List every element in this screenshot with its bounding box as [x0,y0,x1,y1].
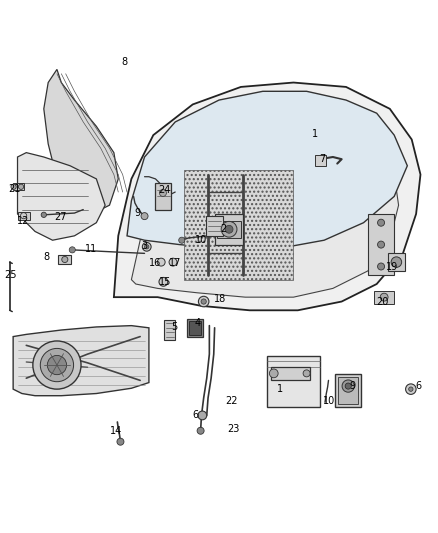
Bar [388,253,405,271]
Text: 4: 4 [195,318,201,328]
Text: 1: 1 [312,129,318,139]
Circle shape [303,370,310,377]
Circle shape [345,383,351,389]
Circle shape [159,278,168,286]
Bar [164,320,175,340]
Text: 19: 19 [386,262,398,271]
Circle shape [69,247,75,253]
Circle shape [342,380,354,392]
Text: 15: 15 [159,277,172,287]
Polygon shape [267,356,320,407]
Text: 10: 10 [323,397,336,406]
Text: 6: 6 [193,410,199,421]
Text: 6: 6 [415,381,421,391]
Circle shape [225,225,233,233]
Text: 20: 20 [376,296,389,306]
Circle shape [11,184,16,189]
Text: 27: 27 [54,213,67,222]
Polygon shape [114,83,420,310]
Bar [189,321,201,335]
Text: 8: 8 [122,57,128,67]
Bar [215,214,243,245]
Circle shape [198,296,209,307]
Polygon shape [127,91,407,249]
Circle shape [41,212,46,217]
Bar [338,377,358,403]
Polygon shape [44,69,118,214]
Circle shape [406,384,416,394]
Circle shape [117,438,124,445]
Text: 3: 3 [141,241,148,251]
Circle shape [201,299,206,304]
Bar [18,212,30,220]
Bar [335,374,361,407]
Circle shape [169,258,177,266]
Bar [58,255,71,264]
Text: 2: 2 [220,224,226,235]
Circle shape [409,387,413,391]
Circle shape [18,184,24,189]
Circle shape [198,411,207,420]
Circle shape [179,237,185,243]
Text: 12: 12 [17,215,29,225]
Circle shape [159,189,166,197]
Bar [155,183,171,209]
Text: 18: 18 [214,294,226,304]
Circle shape [33,341,81,389]
Polygon shape [13,326,149,395]
Text: 21: 21 [8,184,21,194]
Circle shape [221,221,237,237]
Circle shape [145,245,149,249]
Circle shape [141,213,148,220]
Text: 5: 5 [171,322,177,332]
Circle shape [47,356,67,375]
Circle shape [391,257,402,268]
Text: 16: 16 [148,259,161,269]
Circle shape [62,256,68,263]
Text: 7: 7 [319,154,325,164]
Text: 25: 25 [5,270,17,280]
Bar [271,367,310,379]
Circle shape [40,349,74,382]
Bar [187,319,203,336]
Circle shape [378,219,385,226]
Bar [315,155,326,166]
Circle shape [142,243,151,251]
Text: 9: 9 [134,208,140,218]
Text: 22: 22 [225,397,237,406]
Polygon shape [18,152,105,240]
Bar [184,170,293,280]
Text: 24: 24 [158,185,170,195]
Text: 10: 10 [195,235,208,245]
Text: 14: 14 [110,426,122,436]
Text: 23: 23 [227,424,240,433]
Bar [13,183,24,190]
Bar [374,290,394,304]
Circle shape [269,369,278,378]
Polygon shape [131,135,399,297]
Circle shape [378,263,385,270]
Text: 8: 8 [43,252,49,262]
Circle shape [157,258,165,266]
Circle shape [380,293,388,301]
Bar [217,221,241,238]
Circle shape [378,241,385,248]
Text: 11: 11 [85,244,97,254]
Circle shape [197,427,204,434]
Bar [368,214,394,275]
Bar [206,216,223,236]
Text: 17: 17 [169,259,181,269]
Text: 9: 9 [350,381,356,391]
Text: 1: 1 [277,384,283,394]
